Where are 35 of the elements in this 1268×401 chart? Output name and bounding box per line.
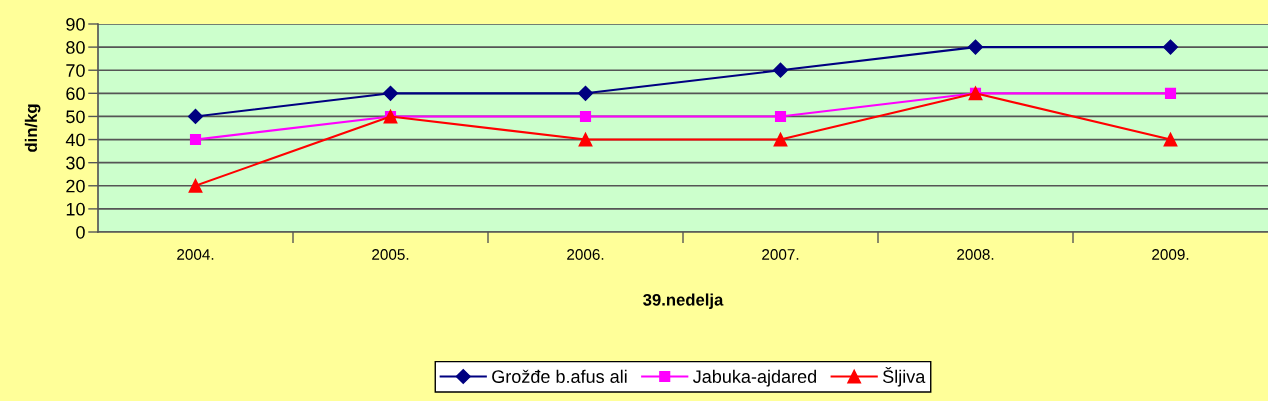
- x-tick-label: 2006.: [567, 249, 604, 260]
- legend-label: Šljiva: [882, 367, 926, 387]
- point: [579, 110, 592, 123]
- point: [577, 85, 594, 101]
- y-tick-label: 10: [66, 202, 85, 216]
- point: [1163, 132, 1178, 147]
- point: [382, 85, 399, 101]
- y-tick-label: 30: [66, 156, 85, 170]
- point: [189, 133, 202, 146]
- x-tick-label: 2007.: [762, 249, 799, 260]
- y-tick-label: 70: [66, 64, 85, 77]
- x-tick-label: 2008.: [957, 249, 994, 260]
- y-tick-label: 90: [66, 17, 85, 31]
- point: [1164, 87, 1177, 99]
- legend-label: Grožđe b.afus ali: [492, 369, 627, 383]
- legend-label: Jabuka-ajdared: [693, 369, 817, 387]
- x-tick-label: 2004.: [177, 249, 214, 260]
- y-tick-label: 50: [66, 110, 85, 124]
- point: [967, 39, 984, 55]
- point: [772, 62, 789, 78]
- point: [187, 108, 204, 125]
- y-tick-label: 40: [65, 133, 85, 147]
- y-tick-label: 60: [66, 87, 85, 101]
- y-tick-label: 20: [66, 179, 85, 193]
- x-tick-label: 2009.: [1152, 249, 1189, 260]
- point: [1162, 39, 1179, 55]
- point: [578, 132, 593, 147]
- point: [774, 110, 787, 123]
- point: [188, 178, 203, 193]
- point: [773, 132, 788, 147]
- x-axis-title: 39.nedelja: [643, 293, 724, 309]
- y-tick-label: 80: [66, 41, 85, 54]
- y-axis-title: din/kg: [24, 104, 41, 152]
- x-tick-label: 2005.: [372, 249, 409, 260]
- y-tick-label: 0: [76, 225, 85, 239]
